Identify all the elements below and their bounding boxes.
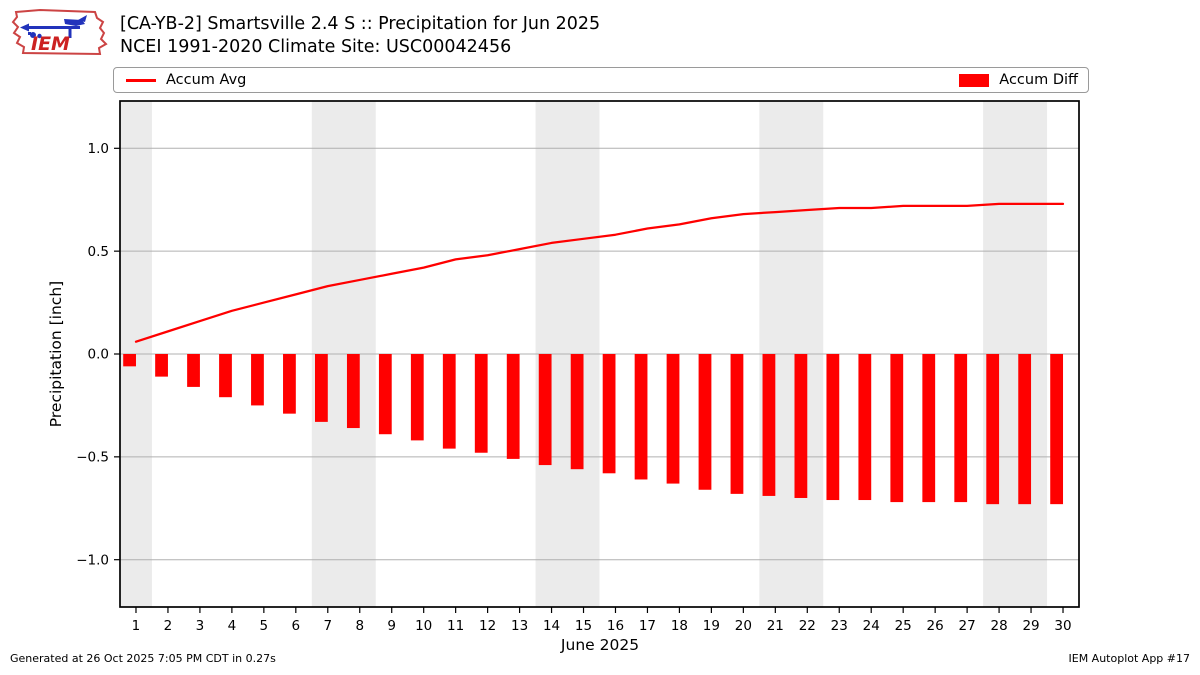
generated-timestamp: Generated at 26 Oct 2025 7:05 PM CDT in … [10,652,276,665]
weather-vane-icon [20,15,87,39]
x-tick-label: 24 [863,618,880,634]
accum-diff-bar [442,354,456,449]
autoplot-app-ref: IEM Autoplot App #17 [1068,652,1191,665]
x-tick-label: 3 [196,618,205,634]
accum-diff-bar [251,354,264,406]
x-tick-label: 22 [799,618,816,634]
y-tick-label: 1.0 [88,141,109,157]
y-tick-label: 0.5 [88,244,109,260]
accum-diff-bar [954,354,968,503]
x-tick-label: 17 [639,618,656,634]
accum-diff-bar [378,354,392,435]
accum-diff-bar [1050,354,1064,505]
x-tick-label: 1 [132,618,141,634]
x-axis-ticks: 1 2 3 4 5 6 7 8 9 10 11 12 13 14 15 16 17 18 19 20 21 22 23 24 2… [132,607,1072,634]
legend-label-accum-diff: Accum Diff [999,72,1078,88]
accum-diff-bar [602,354,616,474]
title-block: [CA-YB-2] Smartsville 2.4 S :: Precipita… [120,13,600,59]
y-axis-label: Precipitation [inch] [47,281,65,427]
x-tick-label: 6 [292,618,301,634]
accum-diff-bar [314,354,328,422]
accum-diff-bar [155,354,168,377]
x-tick-label: 11 [447,618,464,634]
x-tick-label: 19 [703,618,720,634]
accum-diff-bar [570,354,584,470]
accum-diff-bar [410,354,424,441]
x-tick-label: 4 [228,618,237,634]
legend-item-accum-avg: Accum Avg [126,72,246,88]
logo-text: IEM [31,33,70,55]
accum-diff-bar [346,354,360,429]
accum-diff-bars [123,354,1064,505]
x-tick-label: 14 [543,618,560,634]
accum-avg-line [134,202,1065,343]
legend-item-accum-diff: Accum Diff [959,72,1078,88]
accum-diff-bar [474,354,488,453]
x-axis-label: June 2025 [560,636,639,654]
accum-diff-bar [666,354,680,484]
x-tick-label: 7 [323,618,332,634]
accum-diff-bar [794,354,808,498]
x-tick-label: 16 [607,618,624,634]
accum-diff-bar-swatch [959,73,990,87]
x-tick-label: 30 [1054,618,1071,634]
x-tick-label: 13 [511,618,528,634]
x-tick-label: 20 [735,618,752,634]
accum-diff-bar [634,354,648,480]
accum-diff-bar [698,354,712,490]
accum-diff-bar [506,354,520,459]
accum-avg-polyline [134,202,1065,343]
x-tick-label: 28 [990,618,1007,634]
x-tick-label: 18 [671,618,688,634]
x-tick-label: 21 [767,618,784,634]
accum-avg-line-swatch [126,78,156,82]
x-tick-label: 9 [387,618,396,634]
x-tick-label: 5 [260,618,269,634]
accum-diff-bar [890,354,904,503]
x-tick-label: 23 [831,618,848,634]
accum-diff-bar [538,354,552,466]
page-title: [CA-YB-2] Smartsville 2.4 S :: Precipita… [120,14,601,34]
x-tick-label: 15 [575,618,592,634]
legend-label-accum-avg: Accum Avg [166,72,247,88]
x-tick-label: 27 [959,618,976,634]
x-tick-label: 25 [895,618,912,634]
accum-diff-bar [826,354,840,501]
accum-diff-bar [1018,354,1032,505]
x-tick-label: 10 [415,618,432,634]
accum-diff-bar [123,354,136,367]
accum-diff-bar [219,354,232,398]
accum-diff-bar [283,354,296,414]
iem-logo: IEM [11,8,108,56]
accum-diff-bar [762,354,776,496]
accum-diff-bar [730,354,744,494]
accum-diff-bar [858,354,872,501]
legend: Accum Avg Accum Diff [113,67,1089,93]
x-tick-label: 2 [164,618,173,634]
x-tick-label: 26 [927,618,944,634]
x-tick-label: 12 [479,618,496,634]
y-axis-ticks: −1.0 −0.5 0.0 0.5 1.0 [76,141,120,568]
accum-diff-bar [922,354,936,503]
page-subtitle: NCEI 1991-2020 Climate Site: USC00042456 [120,37,512,57]
y-tick-label: −1.0 [76,552,109,568]
x-tick-label: 29 [1022,618,1039,634]
y-tick-label: 0.0 [88,347,109,363]
y-tick-label: −0.5 [76,450,109,466]
accum-diff-bar [986,354,1000,505]
gridlines [120,147,1079,561]
x-tick-label: 8 [355,618,364,634]
accum-diff-bar [187,354,200,387]
